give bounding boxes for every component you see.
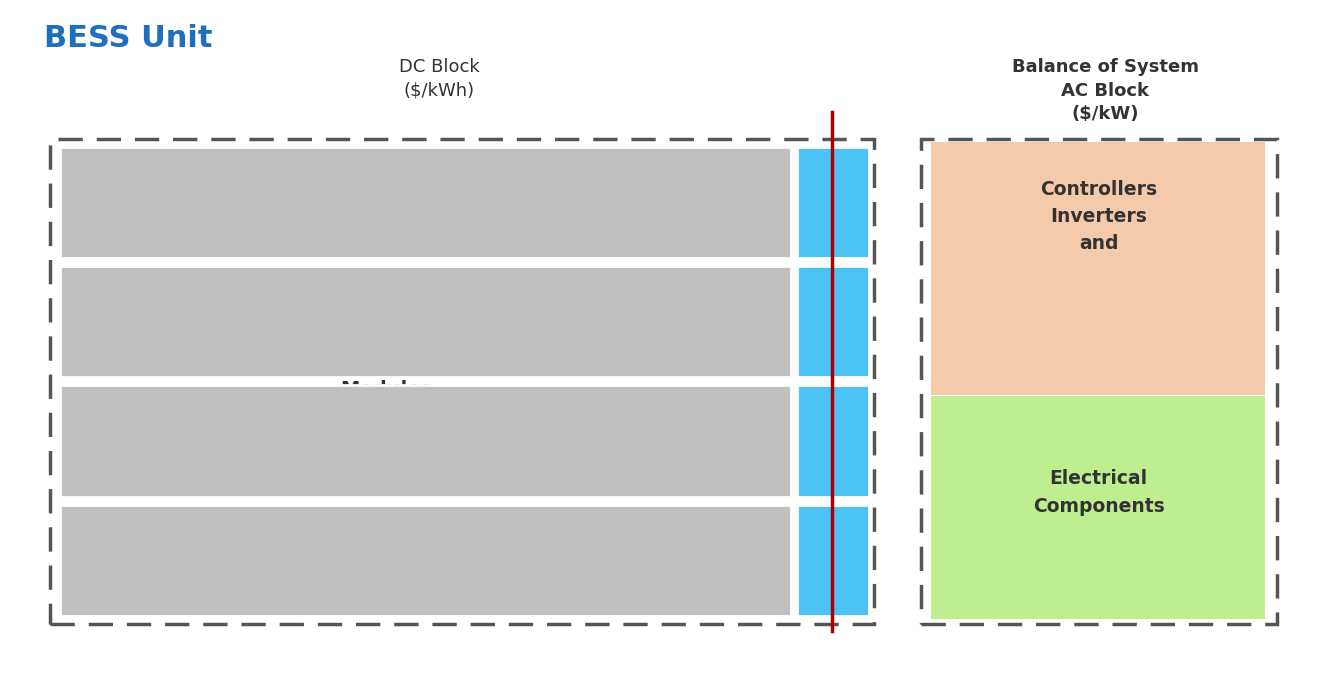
- Bar: [921, 139, 1277, 624]
- Bar: [932, 143, 1265, 395]
- Bar: [932, 396, 1265, 619]
- Bar: [796, 147, 869, 258]
- Bar: [60, 505, 791, 616]
- Bar: [60, 385, 791, 496]
- Bar: [796, 385, 869, 496]
- Text: Electrical
Components: Electrical Components: [1032, 469, 1165, 516]
- Text: Battery Racks
and
Modules: Battery Racks and Modules: [311, 324, 463, 399]
- Bar: [796, 266, 869, 377]
- Text: DC Block
($/kWh): DC Block ($/kWh): [399, 58, 479, 100]
- Bar: [50, 139, 874, 624]
- Bar: [796, 505, 869, 616]
- Text: Balance of System
AC Block
($/kW): Balance of System AC Block ($/kW): [1011, 58, 1198, 123]
- Bar: [60, 266, 791, 377]
- Bar: [60, 147, 791, 258]
- Text: BESS Unit: BESS Unit: [44, 25, 212, 53]
- Text: Controllers
Inverters
and: Controllers Inverters and: [1040, 179, 1157, 253]
